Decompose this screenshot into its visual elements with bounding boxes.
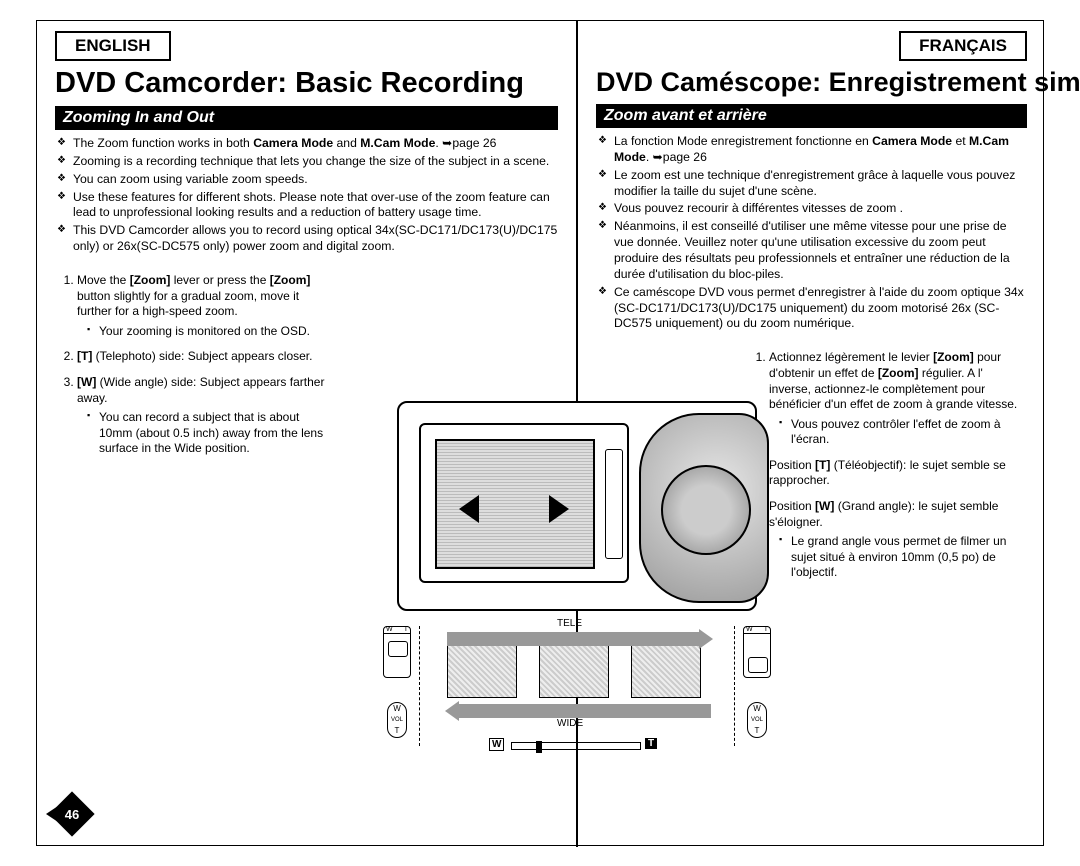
zoom-thumb-mid <box>539 644 609 698</box>
zoom-button-left: W VOL T <box>387 702 407 738</box>
step-text: [W] (Wide angle) side: Subject appears f… <box>77 375 324 405</box>
vol-label: VOL <box>748 717 766 723</box>
t-label: T <box>388 727 406 735</box>
title-fr: DVD Caméscope: Enregistrement simple <box>596 67 1027 98</box>
column-english: ENGLISH DVD Camcorder: Basic Recording Z… <box>37 21 576 467</box>
sub-item: Le grand angle vous permet de filmer un … <box>779 534 1027 581</box>
bullet-item: La fonction Mode enregistrement fonction… <box>596 134 1027 166</box>
slider-knob <box>388 641 408 657</box>
zoom-lever-right: WT <box>743 626 771 678</box>
lang-label-en: ENGLISH <box>55 31 171 61</box>
step-item: [T] (Telephoto) side: Subject appears cl… <box>77 349 335 365</box>
bullets-fr: La fonction Mode enregistrement fonction… <box>596 134 1027 332</box>
wide-label: WIDE <box>557 718 583 729</box>
w-label: W <box>746 626 753 633</box>
section-en: Zooming In and Out <box>55 106 558 130</box>
bullet-item: Ce caméscope DVD vous permet d'enregistr… <box>596 285 1027 333</box>
wide-arrow <box>459 704 711 718</box>
step-text: Position [W] (Grand angle): le sujet sem… <box>769 499 998 529</box>
bullet-item: Vous pouvez recourir à différentes vites… <box>596 201 1027 217</box>
zoom-button-right: W VOL T <box>747 702 767 738</box>
tele-arrow <box>447 632 699 646</box>
dashed-line <box>734 626 735 746</box>
steps-fr: Actionnez légèrement le levier [Zoom] po… <box>747 350 1027 581</box>
bullet-item: Zooming is a recording technique that le… <box>55 154 558 170</box>
slider-knob <box>748 657 768 673</box>
step-item: Position [W] (Grand angle): le sujet sem… <box>769 499 1027 581</box>
page-number: 46 <box>50 792 94 836</box>
t-label: T <box>748 727 766 735</box>
dashed-line <box>419 626 420 746</box>
page-number-badge: 46 <box>50 792 94 836</box>
t-label: T <box>764 626 768 633</box>
zoom-thumb-wide <box>447 644 517 698</box>
bullet-item: This DVD Camcorder allows you to record … <box>55 223 558 255</box>
vol-label: VOL <box>388 717 406 723</box>
section-fr: Zoom avant et arrière <box>596 104 1027 128</box>
w-label: W <box>388 705 406 713</box>
step-item: Position [T] (Téléobjectif): le sujet se… <box>769 458 1027 489</box>
bullet-item: Le zoom est une technique d'enregistreme… <box>596 168 1027 200</box>
sub-item: Vous pouvez contrôler l'effet de zoom à … <box>779 417 1027 448</box>
zoom-thumb-tele <box>631 644 701 698</box>
zoom-lever-left: WT <box>383 626 411 678</box>
step-item: Actionnez légèrement le levier [Zoom] po… <box>769 350 1027 448</box>
column-french: FRANÇAIS DVD Caméscope: Enregistrement s… <box>578 21 1045 591</box>
sub-item: Your zooming is monitored on the OSD. <box>87 324 335 340</box>
lang-label-fr: FRANÇAIS <box>899 31 1027 61</box>
zoom-indicator <box>536 741 542 753</box>
bullet-item: You can zoom using variable zoom speeds. <box>55 172 558 188</box>
t-label: T <box>404 626 408 633</box>
steps-en: Move the [Zoom] lever or press the [Zoom… <box>55 273 335 457</box>
step-item: [W] (Wide angle) side: Subject appears f… <box>77 375 335 457</box>
t-box: T <box>645 738 657 749</box>
bullet-item: Use these features for different shots. … <box>55 190 558 222</box>
step-text: Actionnez légèrement le levier [Zoom] po… <box>769 350 1017 411</box>
w-label: W <box>386 626 393 633</box>
step-item: Move the [Zoom] lever or press the [Zoom… <box>77 273 335 339</box>
bullet-item: Néanmoins, il est conseillé d'utiliser u… <box>596 219 1027 282</box>
bullet-item: The Zoom function works in both Camera M… <box>55 136 558 152</box>
left-arrow-icon <box>459 495 479 523</box>
w-label: W <box>748 705 766 713</box>
tele-label: TELE <box>557 618 582 629</box>
bullets-en: The Zoom function works in both Camera M… <box>55 136 558 255</box>
step-text: Move the [Zoom] lever or press the [Zoom… <box>77 273 310 318</box>
w-box: W <box>489 738 504 751</box>
sub-item: You can record a subject that is about 1… <box>87 410 335 457</box>
page-frame: ENGLISH DVD Camcorder: Basic Recording Z… <box>36 20 1044 846</box>
right-arrow-icon <box>549 495 569 523</box>
title-en: DVD Camcorder: Basic Recording <box>55 67 558 100</box>
